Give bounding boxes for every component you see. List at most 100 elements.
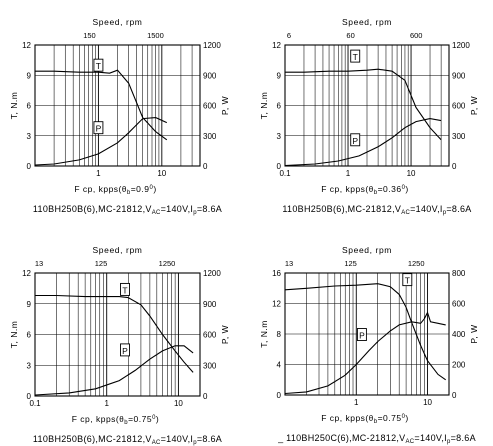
y-tick-label-left: 3 bbox=[27, 361, 32, 370]
curve-label-text: P bbox=[122, 346, 128, 356]
y-tick-label-right: 400 bbox=[452, 330, 466, 339]
caption-main: 110BH250B(6),MC-21812,V bbox=[33, 434, 152, 444]
y-tick-label-right: 0 bbox=[452, 162, 457, 171]
top-axis-label: Speed, rpm bbox=[342, 17, 392, 27]
caption-sub-ac: AC bbox=[152, 440, 161, 446]
y-axis-label-left: T, N.m bbox=[9, 92, 19, 120]
x-axis-label-sup: 0 bbox=[402, 414, 406, 420]
y-axis-label-right: P, W bbox=[469, 96, 479, 115]
y-tick-label-left: 3 bbox=[277, 132, 282, 141]
caption-end: =8.6A bbox=[197, 204, 222, 214]
curve-label-text: T bbox=[96, 61, 101, 71]
y-tick-label-left: 0 bbox=[277, 162, 282, 171]
y-tick-label-right: 1200 bbox=[203, 269, 221, 278]
panel-caption: 110BH250B(6),MC-21812,VAC=140V,Ip=8.6A bbox=[33, 434, 222, 446]
y-tick-label-right: 600 bbox=[452, 102, 466, 111]
curve-label-p: P bbox=[93, 121, 104, 135]
curve-label-text: T bbox=[122, 285, 127, 295]
y-tick-label-right: 600 bbox=[452, 300, 466, 309]
caption-main: 110BH250B(6),MC-21812,V bbox=[33, 204, 152, 214]
y-tick-label-right: 800 bbox=[452, 269, 466, 278]
x-axis-label-theta: θ bbox=[369, 185, 374, 194]
x-tick-label: 1 bbox=[104, 399, 109, 408]
plot-frame bbox=[284, 44, 450, 167]
curve-label-t: T bbox=[350, 49, 361, 63]
caption-end: =8.6A bbox=[446, 204, 471, 214]
y-axis-label-left: T, N.m bbox=[259, 320, 269, 348]
caption-sub-ac: AC bbox=[401, 210, 410, 216]
curve-label-p: P bbox=[350, 133, 361, 147]
y-tick-label-left: 6 bbox=[277, 102, 282, 111]
y-tick-label-left: 6 bbox=[27, 331, 32, 340]
y-tick-label-left: 6 bbox=[27, 102, 32, 111]
curve-label-box bbox=[120, 282, 130, 296]
y-tick-label-left: 9 bbox=[27, 71, 32, 80]
power-curve bbox=[35, 345, 194, 396]
top-axis-label: Speed, rpm bbox=[342, 245, 392, 255]
x-axis-label-theta: θ bbox=[119, 415, 124, 424]
x-axis-label-main: F cp, kpps( bbox=[321, 184, 369, 194]
x-axis-label-close: ) bbox=[405, 413, 408, 423]
x-tick-label: 10 bbox=[407, 169, 416, 178]
y-tick-label-right: 900 bbox=[203, 71, 217, 80]
y-tick-label-left: 9 bbox=[27, 300, 32, 309]
top-tick-label: 125 bbox=[95, 259, 108, 268]
caption-mid: =140V,I bbox=[414, 433, 447, 443]
caption-mid: =140V,I bbox=[161, 204, 194, 214]
grid-lines bbox=[285, 273, 449, 395]
panel-caption: 110BH250B(6),MC-21812,VAC=140V,Ip=8.6A bbox=[33, 204, 222, 216]
y-axis-label-right: P, W bbox=[220, 325, 230, 344]
caption-sub-p: p bbox=[193, 210, 197, 216]
caption-mid: =140V,I bbox=[161, 434, 194, 444]
caption-sub-p: p bbox=[447, 439, 451, 445]
x-axis-label: F cp, kpps(θb=0.750) bbox=[321, 413, 409, 425]
y-tick-label-left: 0 bbox=[27, 162, 32, 171]
y-tick-label-left: 3 bbox=[27, 132, 32, 141]
y-tick-label-right: 300 bbox=[452, 132, 466, 141]
top-tick-label: 13 bbox=[285, 259, 293, 268]
y-tick-label-right: 1200 bbox=[452, 41, 470, 50]
curve-label-t: T bbox=[93, 58, 104, 72]
power-curve bbox=[35, 117, 168, 166]
top-tick-label: 600 bbox=[410, 31, 423, 40]
x-axis-label-close: ) bbox=[156, 414, 159, 424]
x-tick-label: 10 bbox=[157, 169, 166, 178]
x-axis-label-theta: θ bbox=[122, 185, 127, 194]
top-tick-label: 13 bbox=[35, 259, 43, 268]
top-tick-label: 6 bbox=[287, 31, 291, 40]
grid-lines bbox=[285, 45, 449, 166]
torque-curve bbox=[35, 69, 168, 141]
top-tick-label: 60 bbox=[346, 31, 354, 40]
chart-panel-2: 0 3 6 9 12 0 300 600 900 1200 0.1 1 10 Speed, rpm 6 60 6… bbox=[259, 17, 479, 216]
x-axis-label-sub: b bbox=[374, 419, 378, 425]
x-axis-label-sup: 0 bbox=[149, 185, 153, 191]
y-tick-label-right: 0 bbox=[452, 391, 457, 400]
top-tick-label: 1500 bbox=[147, 31, 164, 40]
y-axis-label-left: T, N.m bbox=[259, 92, 269, 120]
y-tick-label-left: 9 bbox=[277, 71, 282, 80]
curve-label-text: T bbox=[353, 52, 358, 62]
curve-label-box bbox=[350, 133, 361, 147]
x-axis-label-sup: 0 bbox=[152, 415, 156, 421]
y-tick-label-left: 0 bbox=[277, 391, 282, 400]
y-axis-label-right: P, W bbox=[469, 324, 479, 343]
top-tick-label: 150 bbox=[83, 31, 96, 40]
y-tick-label-right: 900 bbox=[203, 300, 217, 309]
plot-frame bbox=[34, 44, 201, 167]
caption-main: 110BH250B(6),MC-21812,V bbox=[282, 204, 401, 214]
caption-end: =8.6A bbox=[197, 434, 222, 444]
grid-lines bbox=[35, 273, 200, 396]
x-axis-label: F cp, kpps(θb=0.360) bbox=[321, 184, 409, 196]
torque-curve bbox=[35, 294, 194, 373]
y-tick-label-left: 0 bbox=[27, 392, 32, 401]
top-axis-label: Speed, rpm bbox=[93, 245, 143, 255]
x-axis-label-close: ) bbox=[405, 184, 408, 194]
caption-main: _ 110BH250C(6),MC-21812,V bbox=[277, 433, 405, 443]
caption-sub-ac: AC bbox=[405, 439, 414, 445]
caption-end: =8.6A bbox=[451, 433, 476, 443]
chart-panel-1: 0 3 6 9 12 0 300 600 900 1200 1 10 Speed, rpm 150 1500… bbox=[9, 17, 230, 216]
x-axis-label-value: =0.75 bbox=[128, 414, 152, 424]
torque-curve bbox=[285, 283, 447, 381]
x-axis-label: F cp, kpps(θb=0.750) bbox=[72, 414, 160, 426]
x-axis-label-main: F cp, kpps( bbox=[72, 414, 120, 424]
